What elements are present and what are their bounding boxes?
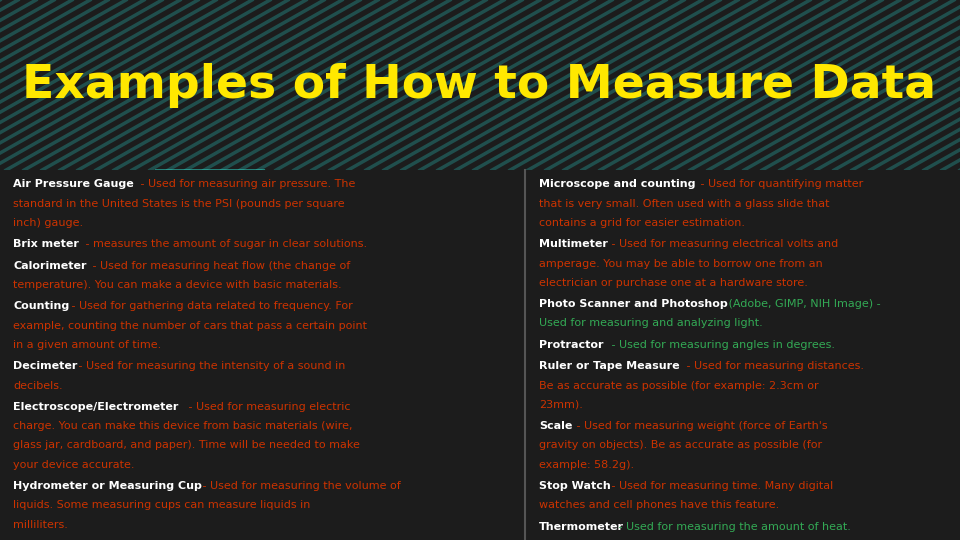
Text: - Used for quantifying matter: - Used for quantifying matter [697,179,863,190]
Text: standard in the United States is the PSI (pounds per square: standard in the United States is the PSI… [13,199,345,208]
Text: Scale: Scale [539,421,572,431]
Text: decibels.: decibels. [13,381,62,390]
Text: milliliters.: milliliters. [13,519,68,530]
Text: 23mm).: 23mm). [539,400,583,410]
Text: Multimeter: Multimeter [539,239,608,249]
Text: example: 58.2g).: example: 58.2g). [539,460,634,470]
Text: - Used for measuring distances.: - Used for measuring distances. [684,361,864,372]
Text: Used for measuring and analyzing light.: Used for measuring and analyzing light. [539,319,762,328]
Text: (Adobe, GIMP, NIH Image) -: (Adobe, GIMP, NIH Image) - [725,299,880,309]
Polygon shape [155,170,265,208]
Text: liquids. Some measuring cups can measure liquids in: liquids. Some measuring cups can measure… [13,501,310,510]
Text: your device accurate.: your device accurate. [13,460,134,470]
Text: - Used for measuring electrical volts and: - Used for measuring electrical volts an… [608,239,838,249]
Text: Photo Scanner and Photoshop: Photo Scanner and Photoshop [539,299,728,309]
Text: - Used for measuring electric: - Used for measuring electric [185,402,350,412]
Text: Protractor: Protractor [539,340,603,350]
Text: Counting: Counting [13,301,69,312]
Text: glass jar, cardboard, and paper). Time will be needed to make: glass jar, cardboard, and paper). Time w… [13,441,360,450]
Text: temperature). You can make a device with basic materials.: temperature). You can make a device with… [13,280,342,290]
Text: Air Pressure Gauge: Air Pressure Gauge [13,179,133,190]
Text: - Used for measuring the amount of heat.: - Used for measuring the amount of heat. [614,522,851,532]
Text: - Used for measuring weight (force of Earth's: - Used for measuring weight (force of Ea… [573,421,828,431]
Text: contains a grid for easier estimation.: contains a grid for easier estimation. [539,218,745,228]
Text: - Used for measuring heat flow (the change of: - Used for measuring heat flow (the chan… [89,261,350,271]
Text: Decimeter: Decimeter [13,361,78,372]
Text: that is very small. Often used with a glass slide that: that is very small. Often used with a gl… [539,199,829,208]
Text: - Used for measuring the intensity of a sound in: - Used for measuring the intensity of a … [75,361,346,372]
Text: charge. You can make this device from basic materials (wire,: charge. You can make this device from ba… [13,421,352,431]
Text: Calorimeter: Calorimeter [13,261,86,271]
Text: Brix meter: Brix meter [13,239,79,249]
Text: Examples of How to Measure Data: Examples of How to Measure Data [22,63,936,107]
Text: - measures the amount of sugar in clear solutions.: - measures the amount of sugar in clear … [82,239,367,249]
Text: Stop Watch: Stop Watch [539,481,611,491]
Text: - Used for measuring angles in degrees.: - Used for measuring angles in degrees. [608,340,834,350]
Text: inch) gauge.: inch) gauge. [13,218,84,228]
Text: watches and cell phones have this feature.: watches and cell phones have this featur… [539,501,780,510]
Text: - Used for gathering data related to frequency. For: - Used for gathering data related to fre… [68,301,353,312]
Text: Thermometer: Thermometer [539,522,624,532]
Text: - Used for measuring the volume of: - Used for measuring the volume of [199,481,401,491]
Text: electrician or purchase one at a hardware store.: electrician or purchase one at a hardwar… [539,278,807,288]
Text: - Used for measuring time. Many digital: - Used for measuring time. Many digital [608,481,833,491]
Text: gravity on objects). Be as accurate as possible (for: gravity on objects). Be as accurate as p… [539,441,822,450]
Text: Electroscope/Electrometer: Electroscope/Electrometer [13,402,179,412]
Text: example, counting the number of cars that pass a certain point: example, counting the number of cars tha… [13,321,367,330]
Text: Be as accurate as possible (for example: 2.3cm or: Be as accurate as possible (for example:… [539,381,819,390]
Text: amperage. You may be able to borrow one from an: amperage. You may be able to borrow one … [539,259,823,268]
Text: - Used for measuring air pressure. The: - Used for measuring air pressure. The [137,179,355,190]
Text: Hydrometer or Measuring Cup: Hydrometer or Measuring Cup [13,481,202,491]
Text: Ruler or Tape Measure: Ruler or Tape Measure [539,361,680,372]
Text: Microscope and counting: Microscope and counting [539,179,695,190]
Text: in a given amount of time.: in a given amount of time. [13,340,161,350]
